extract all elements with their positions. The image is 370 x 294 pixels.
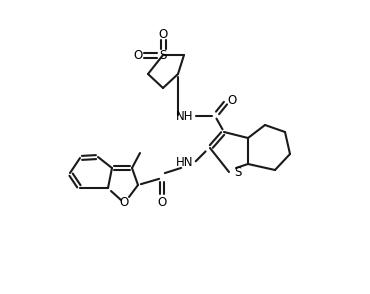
Text: O: O bbox=[157, 196, 166, 208]
Text: O: O bbox=[120, 196, 129, 210]
Text: O: O bbox=[158, 28, 168, 41]
Text: S: S bbox=[159, 49, 167, 61]
Text: NH: NH bbox=[176, 109, 194, 123]
Text: O: O bbox=[133, 49, 142, 61]
Text: HN: HN bbox=[176, 156, 194, 168]
Text: S: S bbox=[234, 166, 242, 178]
Text: O: O bbox=[228, 93, 237, 106]
